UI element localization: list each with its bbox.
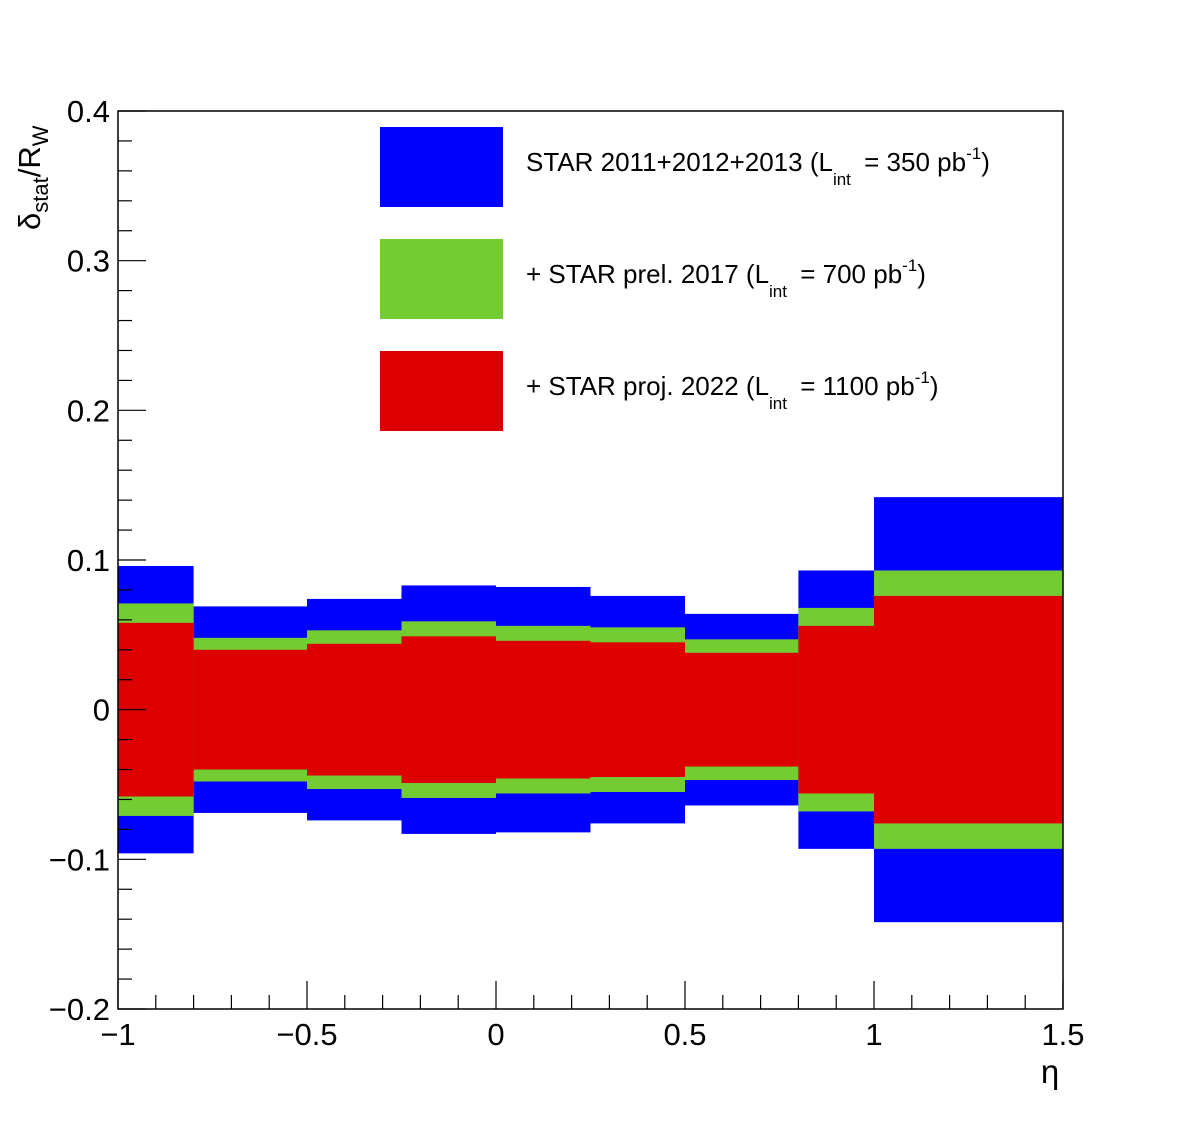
band-3-bin-6: [590, 642, 685, 778]
x-tick-label: 0: [487, 1017, 504, 1052]
y-tick-label: 0.1: [67, 543, 110, 578]
band-3-bin-5: [496, 640, 591, 779]
band-3-bin-9: [874, 595, 1063, 824]
tick-labels: −1 −0.5 0 0.5 1 1.5 −0.2 −0.1 0 0.1 0.2 0.3 0.4: [49, 94, 1085, 1052]
y-tick-label: −0.2: [49, 992, 110, 1027]
legend-label-1: STAR 2011+2012+2013 (Lint = 350 pb-1): [526, 144, 990, 189]
x-tick-label: 1.5: [1041, 1017, 1084, 1052]
legend: STAR 2011+2012+2013 (Lint = 350 pb-1) + S…: [380, 127, 990, 431]
axis-ticks: [117, 110, 1064, 1010]
x-axis-title: η: [1041, 1053, 1059, 1090]
legend-swatch-2: [380, 239, 503, 319]
y-tick-label: 0.4: [67, 94, 110, 129]
band-3-bin-7: [685, 652, 799, 767]
band-3-bin-3: [307, 643, 402, 776]
y-tick-label: 0: [93, 693, 110, 728]
band-3-bin-8: [798, 625, 874, 794]
legend-swatch-3: [380, 351, 503, 431]
x-tick-label: −1: [100, 1017, 135, 1052]
y-tick-label: 0.3: [67, 244, 110, 279]
y-axis-title: δstat/RW: [12, 125, 53, 230]
legend-swatch-1: [380, 127, 503, 207]
band-3-bin-2: [193, 649, 307, 770]
x-tick-label: 0.5: [663, 1017, 706, 1052]
y-axis-title-slash: /R: [12, 146, 47, 177]
x-tick-label: 1: [865, 1017, 882, 1052]
y-axis-title-sub2: W: [28, 125, 53, 146]
legend-label-2: + STAR prel. 2017 (Lint = 700 pb-1): [526, 256, 926, 301]
y-tick-label: 0.2: [67, 393, 110, 428]
y-axis-title-sub1: stat: [28, 177, 53, 212]
x-tick-label: −0.5: [276, 1017, 337, 1052]
y-axis-title-main: δ: [12, 213, 47, 230]
band-layer: [118, 497, 1063, 923]
y-tick-label: −0.1: [49, 842, 110, 877]
band-3-bin-4: [401, 636, 496, 784]
legend-label-3: + STAR proj. 2022 (Lint = 1100 pb-1): [526, 368, 938, 413]
